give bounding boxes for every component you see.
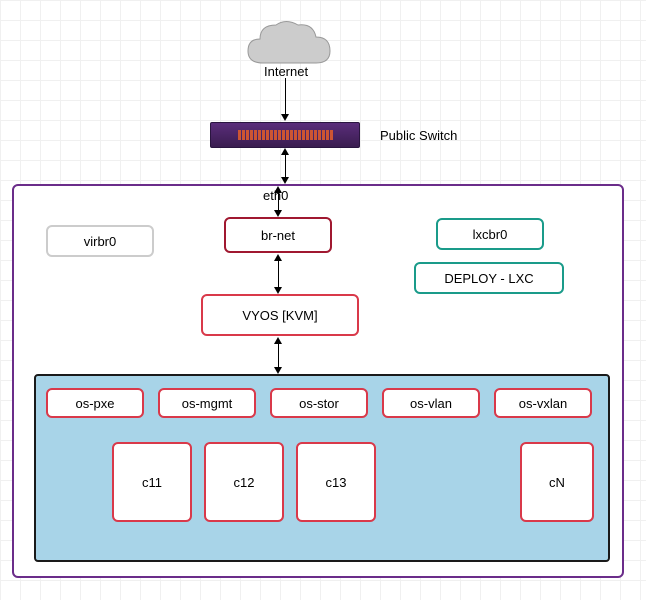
cloud-label: Internet xyxy=(264,64,308,79)
arrowhead xyxy=(274,367,282,374)
edge-vyos-inner xyxy=(278,341,279,369)
node-label: c13 xyxy=(326,475,347,490)
edge-switch-outer xyxy=(285,152,286,179)
node-label: os-vlan xyxy=(410,396,452,411)
arrowhead xyxy=(274,186,282,193)
node-cN: cN xyxy=(520,442,594,522)
node-brnet: br-net xyxy=(224,217,332,253)
arrowhead xyxy=(274,254,282,261)
edge-outer-brnet xyxy=(278,190,279,212)
edge-cloud-switch xyxy=(285,78,286,116)
node-os-mgmt: os-mgmt xyxy=(158,388,256,418)
node-os-vxlan: os-vxlan xyxy=(494,388,592,418)
node-label: os-vxlan xyxy=(519,396,567,411)
node-label: VYOS [KVM] xyxy=(242,308,317,323)
node-label: c11 xyxy=(142,475,162,490)
node-os-pxe: os-pxe xyxy=(46,388,144,418)
arrowhead xyxy=(274,287,282,294)
node-c13: c13 xyxy=(296,442,376,522)
node-virbr0: virbr0 xyxy=(46,225,154,257)
arrowhead xyxy=(274,210,282,217)
node-label: c12 xyxy=(234,475,255,490)
node-label: DEPLOY - LXC xyxy=(444,271,533,286)
switch-label: Public Switch xyxy=(380,128,457,143)
node-deploy-lxc: DEPLOY - LXC xyxy=(414,262,564,294)
edge-brnet-vyos xyxy=(278,258,279,289)
node-label: br-net xyxy=(261,228,295,243)
node-lxcbr0: lxcbr0 xyxy=(436,218,544,250)
node-c11: c11 xyxy=(112,442,192,522)
node-label: os-mgmt xyxy=(182,396,233,411)
node-label: cN xyxy=(549,475,565,490)
node-os-vlan: os-vlan xyxy=(382,388,480,418)
arrowhead xyxy=(281,114,289,121)
node-os-stor: os-stor xyxy=(270,388,368,418)
node-label: os-pxe xyxy=(75,396,114,411)
node-vyos: VYOS [KVM] xyxy=(201,294,359,336)
arrowhead xyxy=(281,148,289,155)
node-c12: c12 xyxy=(204,442,284,522)
node-label: virbr0 xyxy=(84,234,117,249)
node-label: lxcbr0 xyxy=(473,227,508,242)
switch-icon xyxy=(210,122,360,148)
arrowhead xyxy=(274,337,282,344)
node-label: os-stor xyxy=(299,396,339,411)
arrowhead xyxy=(281,177,289,184)
